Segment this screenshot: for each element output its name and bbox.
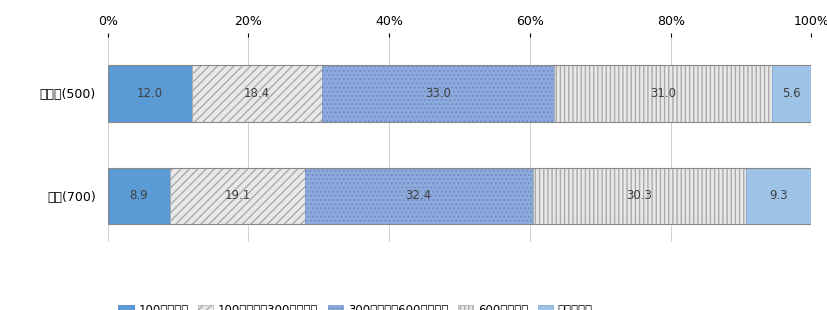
Bar xyxy=(170,168,304,224)
Text: 33.0: 33.0 xyxy=(424,87,450,100)
Bar xyxy=(192,65,321,122)
Bar xyxy=(553,65,771,122)
Text: 9.3: 9.3 xyxy=(768,189,787,202)
Text: 5.6: 5.6 xyxy=(782,87,800,100)
Text: 18.4: 18.4 xyxy=(243,87,270,100)
Bar xyxy=(321,65,553,122)
Bar xyxy=(745,168,810,224)
Bar xyxy=(108,65,810,122)
Text: 30.3: 30.3 xyxy=(626,189,652,202)
Bar xyxy=(532,168,745,224)
Bar xyxy=(108,168,170,224)
Text: 12.0: 12.0 xyxy=(136,87,163,100)
Text: 8.9: 8.9 xyxy=(130,189,148,202)
Text: 32.4: 32.4 xyxy=(405,189,431,202)
Bar xyxy=(771,65,810,122)
Text: 31.0: 31.0 xyxy=(649,87,675,100)
Text: 19.1: 19.1 xyxy=(224,189,251,202)
Legend: 100万円以下, 100万円以上300万円未満, 300万円以上600万円未満, 600万円以上, わからない: 100万円以下, 100万円以上300万円未満, 300万円以上600万円未満,… xyxy=(113,299,596,310)
Bar xyxy=(108,65,192,122)
Bar xyxy=(304,168,532,224)
Bar xyxy=(108,168,810,224)
